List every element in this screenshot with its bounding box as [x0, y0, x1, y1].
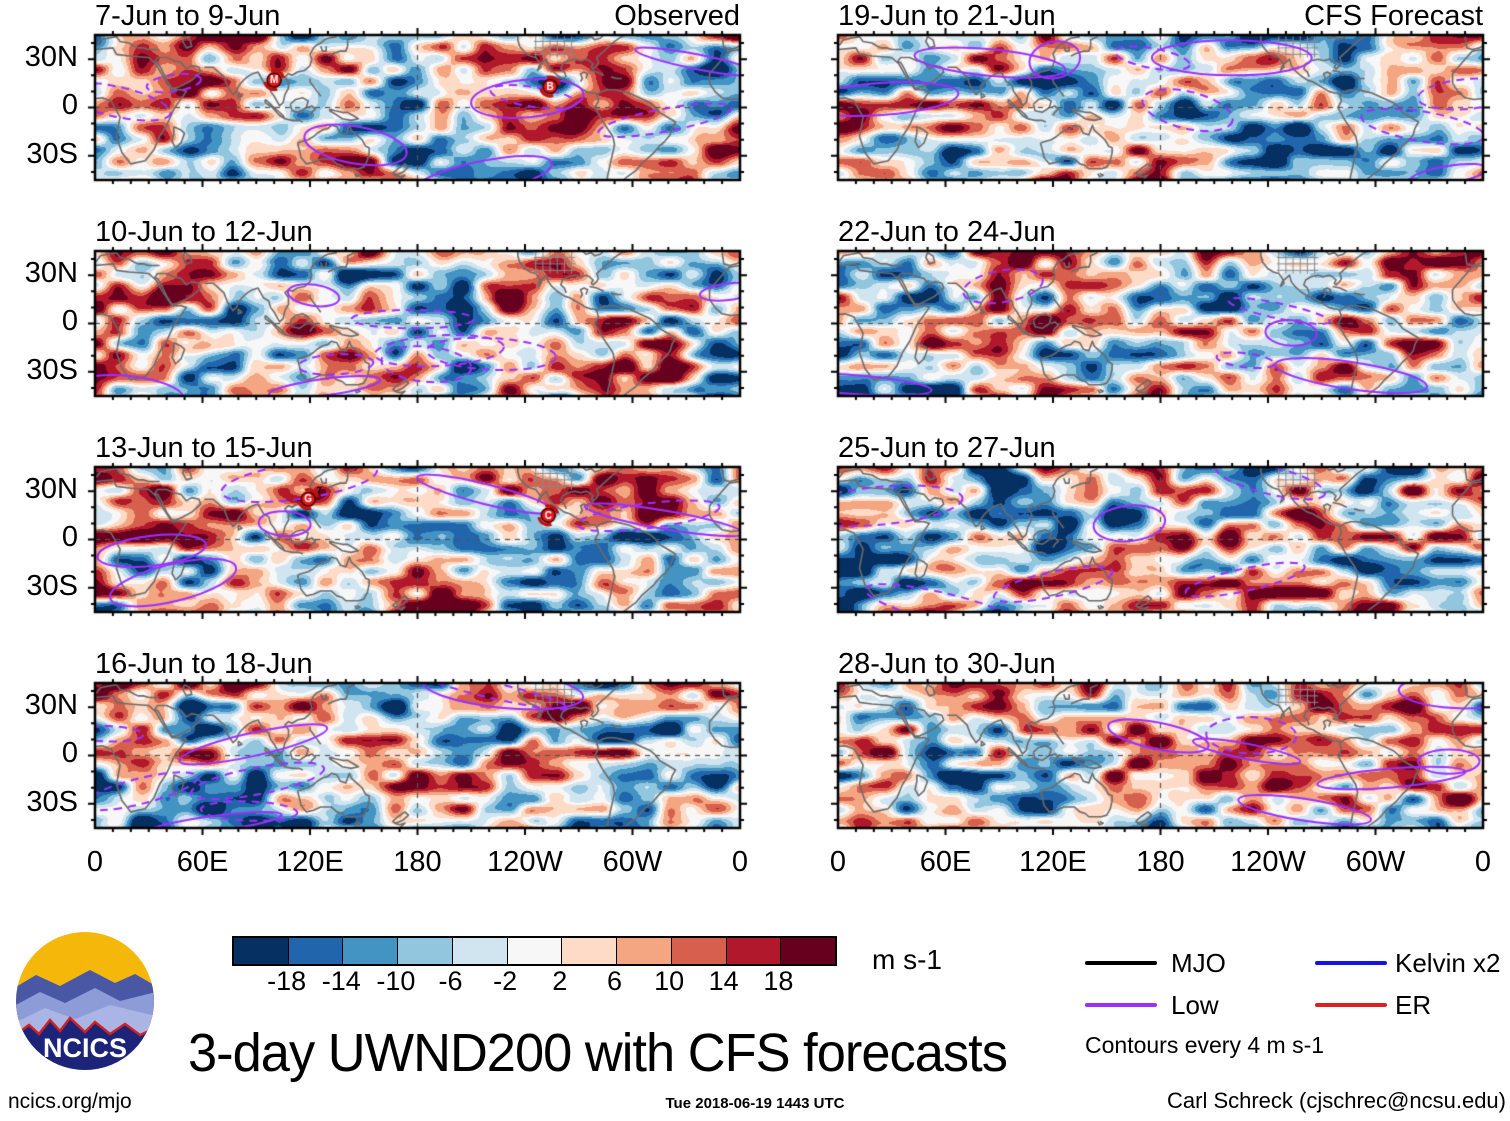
- column-label-observed: Observed: [614, 0, 740, 32]
- cb-tick: -18: [267, 966, 307, 996]
- panel-title-row: 10-Jun to 12-Jun: [95, 217, 740, 249]
- x-tick: 60E: [176, 846, 229, 878]
- y-tick-0: 0: [61, 737, 78, 769]
- cb-tick: -2: [493, 966, 518, 996]
- map-panel-forecast-1: 19-Jun to 21-Jun CFS Forecast: [830, 1, 1491, 188]
- contour-legend: MJO Kelvin x2 Low ER Contours every 4 m …: [1083, 948, 1507, 1060]
- map-panel-observed-2: 10-Jun to 12-Jun: [87, 217, 748, 404]
- panel-date-range: 25-Jun to 27-Jun: [838, 432, 1056, 464]
- x-axis-labels-right: 0 60E 120E 180 120W 60W 0: [830, 846, 1491, 882]
- panel-title-row: 19-Jun to 21-Jun CFS Forecast: [838, 1, 1483, 33]
- cb-tick: 18: [763, 966, 794, 996]
- map-panel-forecast-4: 28-Jun to 30-Jun: [830, 649, 1491, 836]
- panel-date-range: 13-Jun to 15-Jun: [95, 432, 313, 464]
- x-tick: 120W: [1230, 846, 1306, 878]
- cb-tick: -10: [376, 966, 416, 996]
- y-tick-30n: 30N: [24, 473, 78, 505]
- kelvin-line-swatch: [1315, 961, 1387, 965]
- x-tick: 120E: [276, 846, 344, 878]
- y-tick-30n: 30N: [24, 41, 78, 73]
- panel-title-row: 13-Jun to 15-Jun: [95, 433, 740, 465]
- figure-title: 3-day UWND200 with CFS forecasts: [188, 1023, 1008, 1083]
- y-tick-30s: 30S: [26, 354, 78, 386]
- x-tick: 60W: [602, 846, 663, 878]
- x-tick: 120W: [487, 846, 563, 878]
- author-credit: Carl Schreck (cjschrec@ncsu.edu): [1167, 1088, 1506, 1113]
- x-axis-labels-left: 0 60E 120E 180 120W 60W 0: [87, 846, 748, 882]
- x-tick: 0: [1474, 846, 1492, 878]
- x-tick: 180: [1136, 846, 1185, 878]
- panel-date-range: 7-Jun to 9-Jun: [95, 0, 281, 32]
- er-line-swatch: [1315, 1003, 1387, 1007]
- panel-title-row: 7-Jun to 9-Jun Observed: [95, 1, 740, 33]
- legend-label-mjo: MJO: [1171, 948, 1226, 978]
- low-line-swatch: [1085, 1003, 1157, 1007]
- cb-tick: 14: [708, 966, 739, 996]
- x-tick: 0: [829, 846, 847, 878]
- colorbar: [232, 936, 837, 966]
- map-canvas: [830, 459, 1491, 620]
- y-axis-labels: 30N 0 30S: [0, 467, 86, 612]
- cb-tick: 6: [606, 966, 623, 996]
- colorbar-labels: -18 -14 -10 -6 -2 2 6 10 14 18: [232, 966, 833, 998]
- map-panel-observed-3: 13-Jun to 15-Jun: [87, 433, 748, 620]
- panel-title-row: 22-Jun to 24-Jun: [838, 217, 1483, 249]
- ncics-logo: NCICS: [16, 932, 154, 1070]
- legend-label-low: Low: [1171, 990, 1219, 1020]
- map-panel-observed-1: 7-Jun to 9-Jun Observed: [87, 1, 748, 188]
- x-tick: 0: [731, 846, 749, 878]
- y-tick-30n: 30N: [24, 689, 78, 721]
- map-panel-observed-4: 16-Jun to 18-Jun: [87, 649, 748, 836]
- y-tick-30s: 30S: [26, 570, 78, 602]
- panel-date-range: 28-Jun to 30-Jun: [838, 648, 1056, 680]
- contour-interval-note: Contours every 4 m s-1: [1085, 1032, 1325, 1058]
- cb-tick: -6: [438, 966, 463, 996]
- panel-title-row: 28-Jun to 30-Jun: [838, 649, 1483, 681]
- legend-label-kelvin: Kelvin x2: [1395, 948, 1501, 978]
- cb-tick: -14: [321, 966, 361, 996]
- panel-title-row: 25-Jun to 27-Jun: [838, 433, 1483, 465]
- panel-date-range: 22-Jun to 24-Jun: [838, 216, 1056, 248]
- y-tick-30s: 30S: [26, 786, 78, 818]
- cb-tick: 2: [552, 966, 568, 996]
- site-url: ncics.org/mjo: [8, 1090, 132, 1113]
- map-canvas: [830, 27, 1491, 188]
- map-canvas: [830, 675, 1491, 836]
- logo-text: NCICS: [43, 1033, 127, 1063]
- y-tick-30s: 30S: [26, 138, 78, 170]
- x-tick: 180: [393, 846, 442, 878]
- column-label-forecast: CFS Forecast: [1304, 0, 1483, 32]
- mjo-line-swatch: [1085, 961, 1157, 965]
- y-axis-labels: 30N 0 30S: [0, 251, 86, 396]
- x-tick: 0: [86, 846, 104, 878]
- panel-title-row: 16-Jun to 18-Jun: [95, 649, 740, 681]
- logo-ridge-line: [16, 1016, 154, 1038]
- x-tick: 120E: [1019, 846, 1087, 878]
- x-tick: 60W: [1345, 846, 1406, 878]
- map-canvas: [87, 27, 748, 188]
- y-axis-labels: 30N 0 30S: [0, 35, 86, 180]
- panel-date-range: 19-Jun to 21-Jun: [838, 0, 1056, 32]
- map-canvas: [87, 459, 748, 620]
- timestamp: Tue 2018-06-19 1443 UTC: [665, 1095, 845, 1112]
- legend-label-er: ER: [1395, 990, 1432, 1020]
- y-tick-0: 0: [61, 89, 78, 121]
- cb-tick: 10: [654, 966, 685, 996]
- y-tick-0: 0: [61, 305, 78, 337]
- y-axis-labels: 30N 0 30S: [0, 683, 86, 828]
- map-panel-forecast-3: 25-Jun to 27-Jun: [830, 433, 1491, 620]
- map-canvas: [87, 675, 748, 836]
- y-tick-0: 0: [61, 521, 78, 553]
- map-canvas: [830, 243, 1491, 404]
- panel-date-range: 10-Jun to 12-Jun: [95, 216, 313, 248]
- colorbar-unit: m s-1: [872, 944, 942, 975]
- panel-date-range: 16-Jun to 18-Jun: [95, 648, 313, 680]
- map-panel-forecast-2: 22-Jun to 24-Jun: [830, 217, 1491, 404]
- y-tick-30n: 30N: [24, 257, 78, 289]
- x-tick: 60E: [919, 846, 972, 878]
- map-canvas: [87, 243, 748, 404]
